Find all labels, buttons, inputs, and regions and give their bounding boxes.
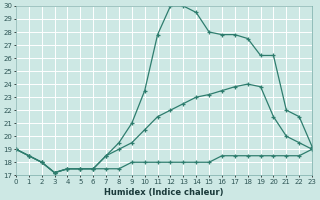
X-axis label: Humidex (Indice chaleur): Humidex (Indice chaleur) [104, 188, 224, 197]
